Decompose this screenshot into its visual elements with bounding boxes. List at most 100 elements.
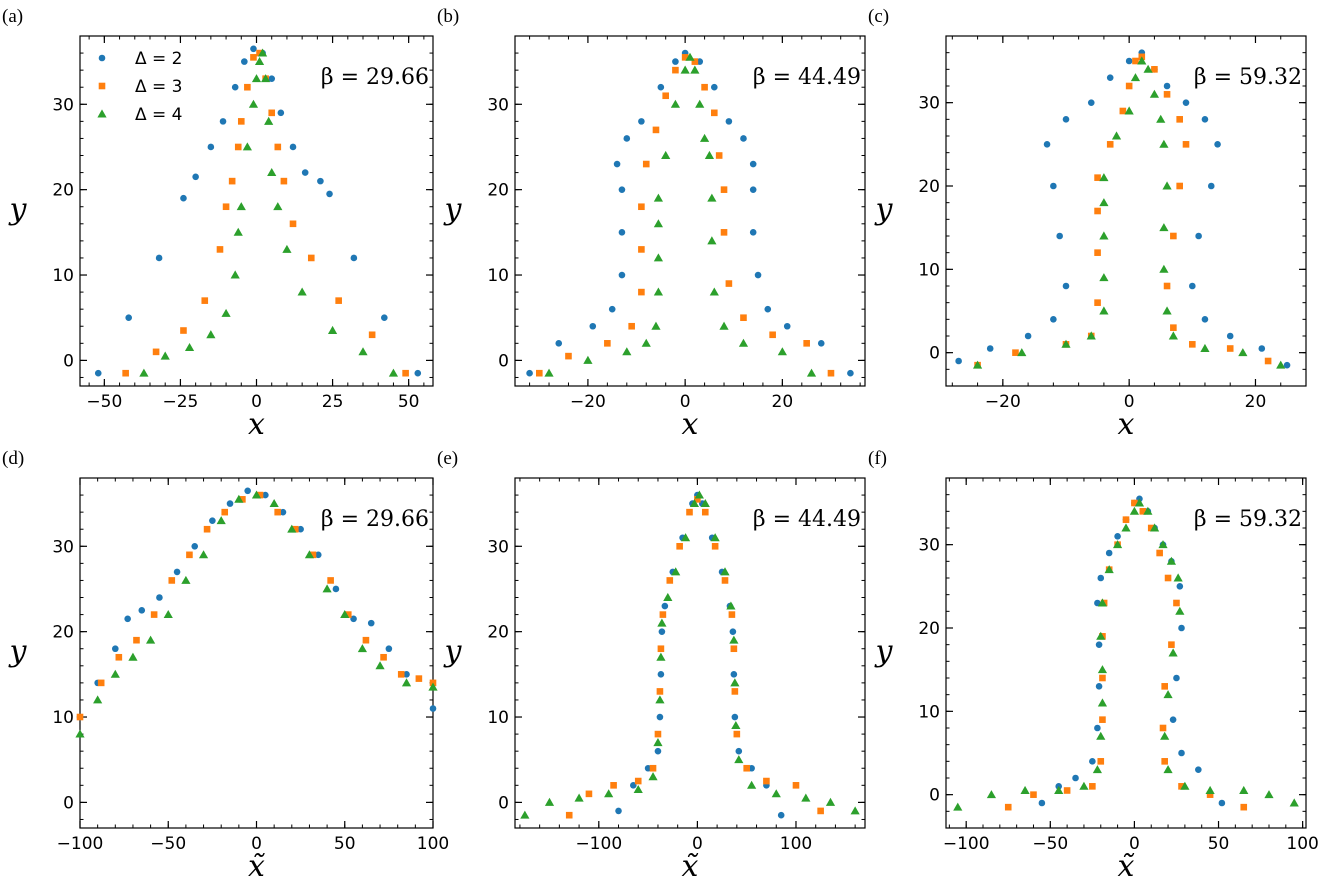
x-tick-label: −100 — [943, 834, 990, 854]
data-point — [1149, 523, 1160, 532]
data-point — [1096, 731, 1106, 740]
data-point — [720, 567, 730, 576]
data-point — [1099, 716, 1106, 723]
data-point — [1095, 641, 1103, 648]
data-point — [710, 533, 720, 542]
data-point — [1114, 533, 1121, 540]
data-point — [1176, 116, 1183, 123]
data-point — [986, 790, 997, 799]
data-point — [986, 345, 994, 352]
series-delta-4 — [544, 52, 817, 377]
y-tick-label: 30 — [487, 95, 509, 115]
data-point — [1094, 207, 1101, 215]
data-point — [1189, 282, 1196, 290]
data-point — [237, 118, 245, 125]
data-point — [1163, 282, 1171, 290]
data-point — [657, 83, 665, 91]
data-point — [124, 615, 131, 623]
data-point — [289, 143, 297, 151]
data-point — [704, 150, 715, 159]
data-point — [1289, 798, 1299, 807]
y-tick-label: 10 — [487, 708, 509, 728]
data-point — [168, 577, 176, 584]
data-point — [428, 682, 438, 691]
data-point — [565, 352, 572, 360]
data-point — [1099, 198, 1109, 207]
data-point — [261, 74, 271, 83]
data-point — [226, 500, 234, 507]
panel-label: (c) — [868, 6, 889, 27]
data-point — [676, 542, 683, 550]
data-point — [544, 797, 555, 806]
data-point — [731, 720, 741, 730]
data-point — [1094, 299, 1101, 306]
data-point — [1134, 498, 1145, 507]
data-point — [1087, 99, 1095, 106]
data-point — [1072, 774, 1079, 782]
data-point — [731, 713, 739, 721]
data-point — [429, 705, 437, 712]
data-point — [397, 671, 405, 678]
data-point — [231, 83, 239, 91]
data-point — [1207, 182, 1215, 190]
data-point — [654, 747, 662, 755]
data-point — [76, 713, 84, 721]
data-point — [1062, 282, 1070, 290]
data-point — [173, 568, 181, 576]
data-point — [274, 143, 282, 151]
y-tick-label: 0 — [929, 786, 940, 806]
y-tick-label: 30 — [52, 95, 74, 115]
data-point — [700, 499, 710, 508]
y-tick-label: 30 — [918, 536, 940, 556]
data-point — [691, 58, 699, 65]
data-point — [304, 550, 315, 559]
data-point — [1050, 316, 1057, 323]
data-point — [721, 577, 729, 584]
plot-frame — [514, 35, 866, 387]
plot-frame — [514, 477, 866, 829]
series-delta-2 — [526, 49, 854, 377]
data-point — [685, 52, 695, 61]
data-point — [248, 99, 259, 108]
data-point — [327, 325, 338, 334]
data-point — [93, 695, 103, 704]
data-point — [613, 160, 621, 168]
data-point — [1180, 781, 1190, 790]
data-point — [680, 65, 690, 74]
data-point — [250, 45, 257, 53]
data-point — [749, 160, 757, 168]
data-point — [115, 653, 123, 661]
x-tick-label: 100 — [1286, 834, 1318, 854]
data-point — [335, 297, 342, 304]
data-point — [1121, 523, 1131, 532]
y-tick-label: 10 — [918, 260, 940, 280]
data-point — [1168, 648, 1178, 657]
data-point — [618, 186, 626, 193]
data-point — [357, 644, 367, 653]
data-point — [695, 99, 705, 108]
data-point — [707, 193, 717, 202]
x-tick-label: 25 — [322, 392, 344, 412]
data-point — [701, 508, 709, 516]
data-point — [234, 494, 244, 503]
x-axis-label: x̃ — [1118, 849, 1136, 884]
data-point — [1173, 573, 1183, 582]
data-point — [239, 496, 246, 503]
data-point — [1205, 785, 1215, 794]
data-point — [771, 789, 781, 798]
data-point — [414, 369, 422, 377]
series-delta-3 — [122, 49, 409, 377]
data-point — [184, 342, 195, 352]
data-point — [955, 357, 962, 365]
data-point — [1264, 790, 1274, 799]
data-point — [763, 777, 770, 785]
data-point — [242, 142, 252, 151]
data-point — [1131, 499, 1138, 507]
data-point — [1137, 56, 1147, 65]
data-point — [250, 54, 257, 61]
data-point — [656, 688, 664, 695]
data-point — [1159, 139, 1169, 148]
data-point — [1200, 343, 1210, 352]
legend-label: Δ = 2 — [135, 49, 183, 69]
data-point — [1094, 249, 1101, 256]
